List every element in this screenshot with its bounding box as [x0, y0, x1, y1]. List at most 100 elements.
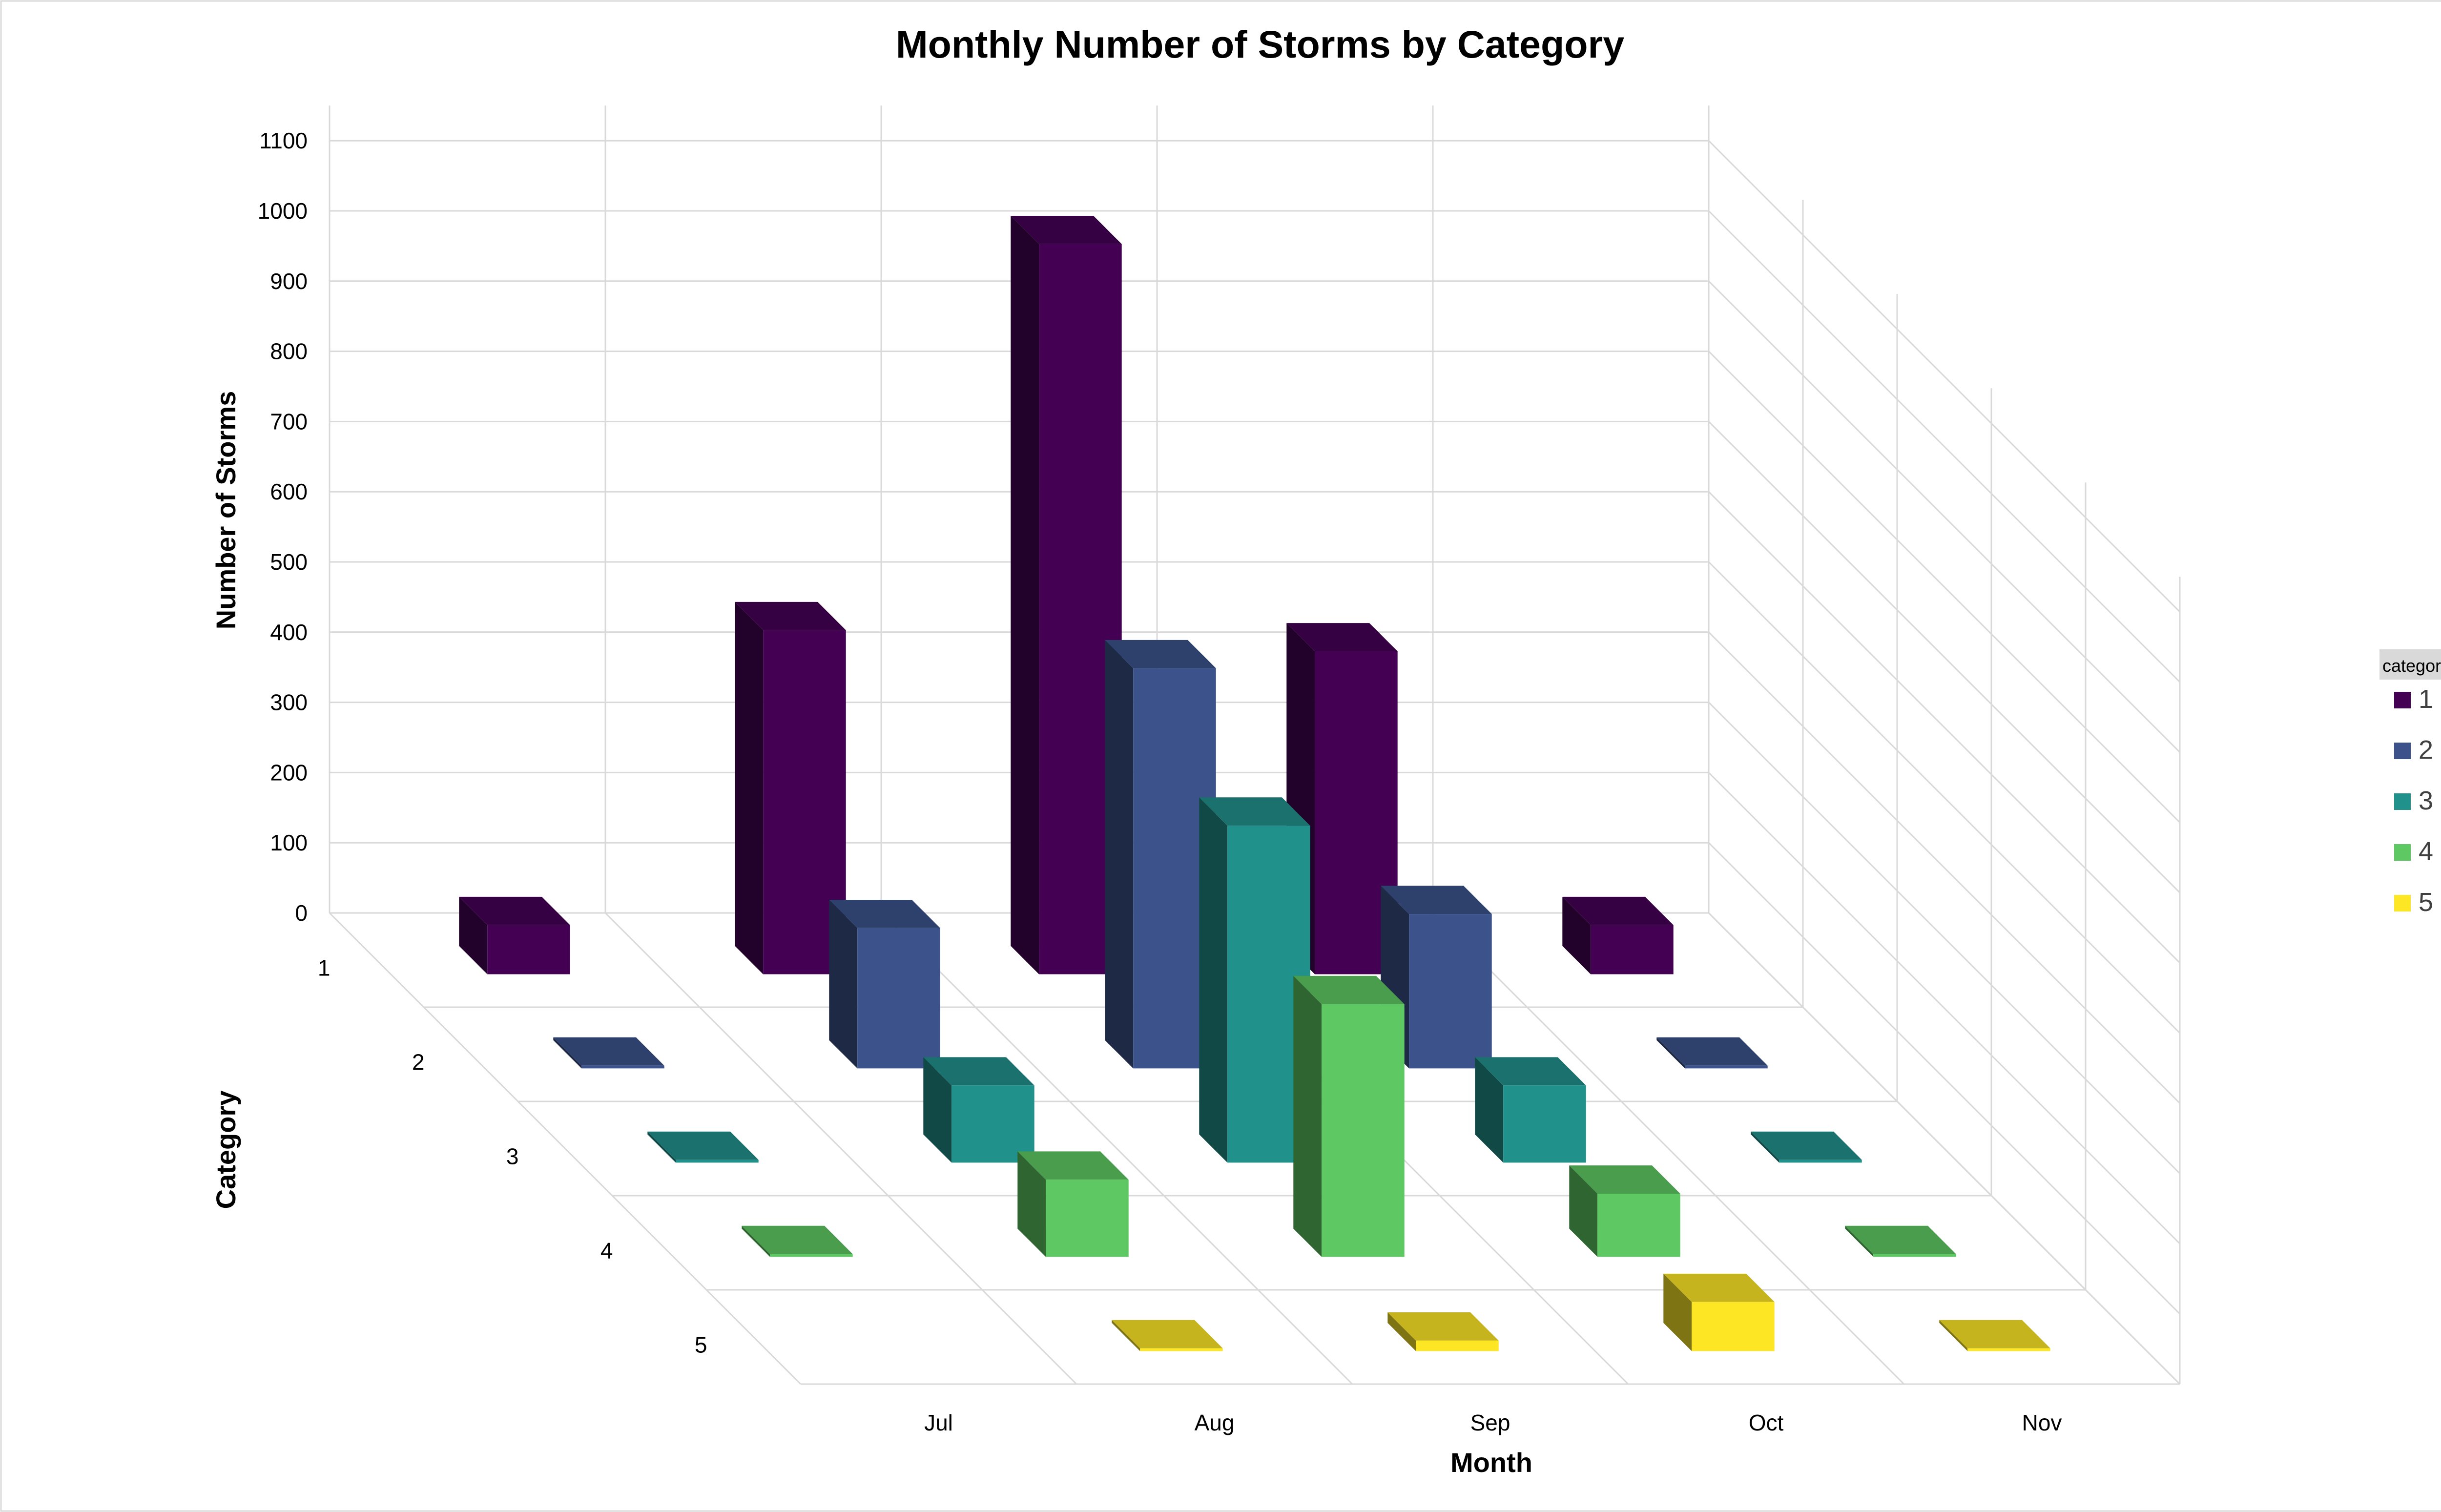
legend-label: 1	[2419, 684, 2433, 714]
bar-side-face	[1011, 216, 1039, 974]
bar-top-face	[923, 1057, 1034, 1086]
side-wall-gridline	[1708, 842, 2181, 1315]
y-tick-label: 1000	[258, 198, 308, 224]
bar-front-face	[952, 1085, 1034, 1163]
month-tick-label: Sep	[1470, 1410, 1510, 1435]
legend-items: 1 2 3 4 5	[2394, 684, 2433, 917]
y-tick-label: 1100	[259, 128, 308, 153]
bar-front-face	[1416, 1340, 1499, 1351]
legend-swatch	[2394, 793, 2411, 810]
legend: category 1 2 3 4 5	[2379, 649, 2441, 917]
floor-gridline	[1708, 912, 2181, 1385]
y-tick-label: 500	[270, 549, 308, 575]
bar-front-face	[763, 630, 846, 974]
bar-top-face	[1475, 1057, 1586, 1086]
bar-cat4-oct	[1569, 1165, 1680, 1257]
legend-label: 4	[2419, 837, 2433, 866]
bar-side-face	[1199, 797, 1228, 1163]
bar-top-face	[1011, 216, 1122, 244]
category-tick-label: 4	[600, 1238, 613, 1263]
grid-layer	[329, 105, 2181, 1385]
bar-cat3-aug	[923, 1057, 1034, 1163]
bar-side-face	[459, 896, 488, 974]
bars-layer	[459, 216, 2050, 1351]
legend-title: category	[2382, 656, 2441, 676]
bar-cat2-jul	[553, 1037, 664, 1069]
bar-front-face	[1227, 826, 1310, 1163]
y-tick-label: 600	[270, 479, 308, 504]
legend-item-4: 4	[2394, 837, 2433, 866]
legend-swatch	[2394, 692, 2411, 708]
category-tick-label: 3	[506, 1144, 519, 1169]
bar-side-face	[1017, 1151, 1046, 1257]
bar-cat4-sep	[1293, 975, 1405, 1257]
legend-filter-button[interactable]	[2379, 649, 2441, 680]
bar-cat1-sep	[1011, 216, 1122, 974]
bar-cat5-nov	[1939, 1320, 2050, 1351]
y-tick-label: 300	[270, 690, 308, 715]
side-wall-gridline	[1708, 421, 2181, 893]
bar-front-face	[1685, 1065, 1768, 1069]
legend-item-2: 2	[2394, 735, 2433, 765]
bar-top-face	[553, 1037, 664, 1066]
bar-front-face	[1692, 1302, 1775, 1351]
bar-side-face	[1663, 1273, 1692, 1351]
bar-front-face	[1779, 1160, 1862, 1163]
y-tick-label: 0	[295, 900, 308, 926]
bar-side-face	[742, 1225, 770, 1257]
bar-top-face	[1381, 886, 1492, 914]
z-axis-title: Category	[210, 1091, 241, 1209]
bar-cat5-oct	[1663, 1273, 1775, 1351]
side-wall-gridline	[1708, 702, 2181, 1174]
legend-swatch	[2394, 743, 2411, 759]
side-wall-gridline	[1708, 280, 2181, 753]
y-axis-ticks: 0 100 200 300 400 500 600 700 800 900 1000 1100	[258, 128, 308, 926]
bar-top-face	[1286, 623, 1398, 651]
bar-side-face	[1562, 896, 1591, 974]
bar-cat3-sep	[1199, 797, 1310, 1163]
bar-front-face	[1133, 668, 1216, 1069]
floor-gridline	[880, 912, 1353, 1385]
month-axis-ticks: Jul Aug Sep Oct Nov	[924, 1410, 2062, 1435]
month-tick-label: Jul	[924, 1410, 953, 1435]
legend-swatch	[2394, 895, 2411, 911]
chart-title: Monthly Number of Storms by Category	[896, 22, 1624, 66]
y-tick-label: 800	[270, 339, 308, 364]
bar-top-face	[1569, 1165, 1680, 1194]
bar-top-face	[1845, 1225, 1956, 1254]
bar-side-face	[923, 1057, 952, 1163]
month-tick-label: Aug	[1195, 1410, 1235, 1435]
bar-cat3-nov	[1751, 1131, 1862, 1163]
bar-side-face	[1475, 1057, 1504, 1163]
bar-cat1-nov	[1562, 896, 1674, 974]
bar-side-face	[1293, 975, 1322, 1257]
bar-front-face	[1322, 1004, 1405, 1257]
x-axis-title: Month	[1450, 1447, 1532, 1478]
category-tick-label: 2	[412, 1050, 425, 1075]
y-tick-label: 100	[270, 830, 308, 855]
legend-item-5: 5	[2394, 888, 2433, 917]
bar-front-face	[1409, 914, 1492, 1069]
bar-side-face	[1656, 1037, 1685, 1069]
bar-front-face	[676, 1160, 759, 1163]
bar-front-face	[1873, 1254, 1956, 1257]
bar-side-face	[1751, 1131, 1779, 1163]
bar-top-face	[1199, 797, 1310, 826]
side-wall-gridline	[1708, 491, 2181, 964]
bar-side-face	[1569, 1165, 1598, 1257]
y-tick-label: 700	[270, 409, 308, 434]
floor-gridline	[604, 912, 1077, 1385]
bar-front-face	[1597, 1194, 1680, 1257]
bar-side-face	[1112, 1320, 1140, 1351]
bar-top-face	[1562, 896, 1674, 925]
bar-top-face	[1663, 1273, 1775, 1302]
side-wall-gridline	[1708, 140, 2181, 613]
bar-side-face	[1939, 1320, 1968, 1351]
floor-gridline	[1432, 912, 1905, 1385]
y-axis-title: Number of Storms	[210, 391, 241, 630]
category-axis-ticks: 1 2 3 4 5	[318, 955, 707, 1358]
bar-top-face	[742, 1225, 853, 1254]
bar-front-face	[487, 925, 570, 974]
bar-front-face	[1315, 651, 1398, 974]
